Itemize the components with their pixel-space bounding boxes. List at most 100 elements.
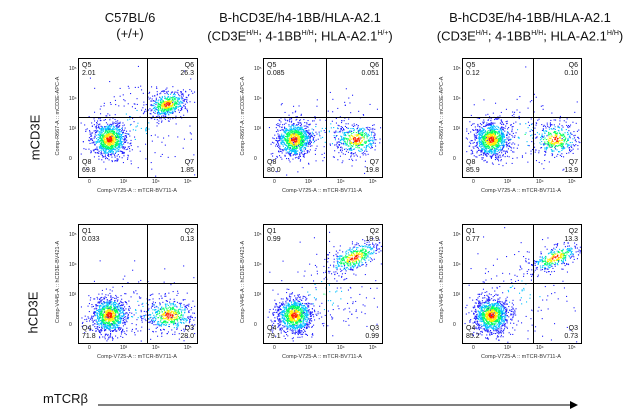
event-point — [280, 148, 282, 150]
event-point — [501, 138, 503, 140]
event-point — [110, 136, 112, 138]
event-point — [278, 137, 280, 139]
event-point — [114, 114, 116, 116]
event-point — [566, 141, 568, 143]
event-point — [314, 153, 316, 155]
event-point — [559, 137, 561, 139]
event-point — [302, 134, 304, 136]
event-point — [483, 149, 485, 151]
event-point — [113, 130, 115, 132]
event-point — [148, 122, 150, 124]
event-point — [511, 143, 513, 145]
event-point — [277, 140, 279, 142]
event-point — [167, 107, 169, 109]
event-point — [299, 137, 301, 139]
event-point — [488, 136, 490, 138]
event-point — [291, 150, 293, 152]
event-point — [284, 143, 286, 145]
event-point — [485, 148, 487, 150]
event-point — [492, 144, 494, 146]
event-point — [161, 121, 163, 123]
event-point — [508, 139, 510, 141]
event-point — [301, 147, 303, 149]
event-point — [167, 101, 169, 103]
event-point — [321, 127, 323, 129]
event-point — [111, 124, 113, 126]
event-point — [566, 118, 568, 120]
event-point — [112, 121, 114, 123]
event-point — [570, 144, 572, 146]
event-point — [124, 129, 126, 131]
event-point — [193, 154, 195, 156]
event-point — [288, 134, 290, 136]
event-point — [113, 148, 115, 150]
event-point — [498, 163, 500, 165]
event-point — [286, 133, 288, 135]
event-point — [182, 93, 184, 95]
event-point — [481, 127, 483, 129]
event-point — [306, 150, 308, 152]
event-point — [102, 135, 104, 137]
event-point — [288, 143, 290, 145]
event-point — [360, 128, 362, 130]
event-point — [285, 133, 287, 135]
event-point — [526, 141, 528, 143]
event-point — [489, 130, 491, 132]
event-point — [168, 107, 170, 109]
event-point — [492, 123, 494, 125]
event-point — [543, 144, 545, 146]
event-point — [116, 128, 118, 130]
event-point — [115, 128, 117, 130]
event-point — [124, 127, 126, 129]
event-point — [545, 130, 547, 132]
event-point — [493, 129, 495, 131]
event-point — [115, 139, 117, 141]
event-point — [112, 140, 114, 142]
event-point — [478, 132, 480, 134]
event-point — [116, 147, 118, 149]
event-point — [495, 143, 497, 145]
event-point — [96, 122, 98, 124]
event-point — [497, 145, 499, 147]
event-point — [279, 138, 281, 140]
event-point — [292, 136, 294, 138]
event-point — [118, 325, 120, 327]
event-point — [333, 131, 335, 133]
event-point — [172, 97, 174, 99]
event-point — [116, 324, 118, 326]
event-point — [472, 129, 474, 131]
event-point — [490, 138, 492, 140]
event-point — [292, 150, 294, 152]
event-point — [500, 160, 502, 162]
event-point — [498, 147, 500, 149]
event-point — [503, 134, 505, 136]
event-point — [497, 128, 499, 130]
event-point — [294, 153, 296, 155]
event-point — [175, 117, 177, 119]
event-point — [107, 137, 109, 139]
event-point — [543, 135, 545, 137]
event-point — [481, 142, 483, 144]
event-point — [350, 147, 352, 149]
event-point — [360, 141, 362, 143]
event-point — [496, 153, 498, 155]
event-point — [116, 134, 118, 136]
event-point — [116, 134, 118, 136]
event-point — [482, 133, 484, 135]
x-tick-label: 10⁴ — [337, 179, 345, 185]
event-point — [333, 135, 335, 137]
event-point — [140, 127, 142, 129]
event-point — [128, 146, 130, 148]
event-point — [100, 151, 102, 153]
event-point — [506, 150, 508, 152]
event-point — [497, 142, 499, 144]
event-point — [127, 154, 129, 156]
event-point — [107, 130, 109, 132]
event-point — [98, 134, 100, 136]
event-point — [314, 149, 316, 151]
event-point — [119, 306, 121, 308]
event-point — [527, 107, 529, 109]
event-point — [491, 138, 493, 140]
event-point — [292, 123, 294, 125]
event-point — [303, 155, 305, 157]
